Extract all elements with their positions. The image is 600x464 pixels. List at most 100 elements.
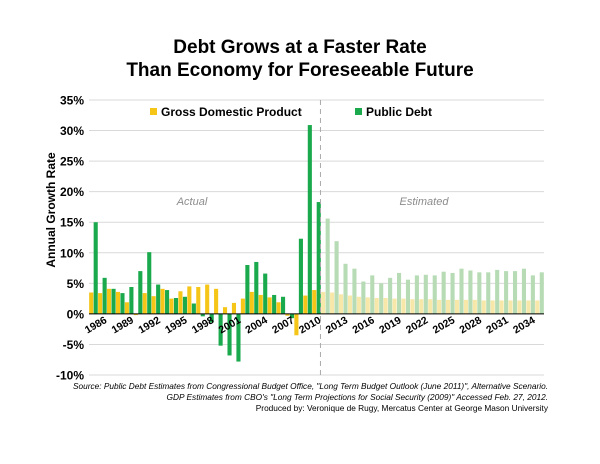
bar-public-debt (298, 238, 303, 314)
source-line-2: GDP Estimates from CBO's "Long Term Proj… (166, 392, 548, 402)
bar-public-debt (236, 313, 241, 362)
bar-public-debt (325, 218, 330, 314)
x-tick-label: 2010 (297, 314, 323, 336)
bar-gdp (196, 287, 201, 314)
bar-public-debt (307, 125, 312, 314)
bar-gdp (231, 302, 237, 314)
y-axis-label: Annual Growth Rate (44, 152, 58, 268)
y-tick-label: 35% (60, 94, 84, 108)
source-footer: Source: Public Debt Estimates from Congr… (0, 381, 548, 414)
bar-public-debt (218, 313, 223, 346)
bar-public-debt (120, 293, 125, 314)
bar-gdp (240, 298, 245, 314)
bar-public-debt (272, 294, 277, 314)
bar-gdp (383, 298, 388, 314)
legend-label-gdp: Gross Domestic Product (161, 105, 302, 119)
bar-public-debt (388, 277, 393, 314)
bar-public-debt (512, 271, 518, 314)
bar-public-debt (173, 298, 179, 314)
bars (89, 125, 544, 362)
bar-gdp (178, 291, 183, 314)
bar-gdp (98, 293, 103, 314)
bar-public-debt (156, 284, 161, 314)
bar-gdp (321, 291, 326, 314)
bar-gdp (222, 307, 228, 314)
bar-gdp (401, 298, 406, 314)
bar-public-debt (370, 275, 375, 314)
bar-gdp (454, 299, 460, 314)
bar-gdp (187, 286, 192, 314)
bar-gdp (249, 291, 254, 314)
gridlines (89, 99, 544, 376)
bar-public-debt (450, 272, 455, 314)
bar-gdp (89, 292, 94, 314)
bar-gdp (517, 300, 522, 314)
bar-gdp (374, 298, 379, 314)
bar-public-debt (405, 279, 411, 314)
bar-gdp (428, 299, 433, 314)
bar-gdp (481, 300, 486, 314)
bar-public-debt (468, 270, 473, 314)
bar-public-debt (209, 313, 214, 323)
bar-gdp (303, 295, 308, 314)
bar-gdp (214, 288, 219, 314)
bar-gdp (365, 297, 370, 314)
legend: Gross Domestic Product Public Debt (150, 105, 432, 119)
annotation-estimated: Estimated (400, 196, 450, 208)
x-tick-label: 2019 (377, 314, 403, 336)
bar-public-debt (495, 269, 500, 314)
bar-public-debt (129, 287, 134, 314)
bar-gdp (285, 313, 290, 316)
y-tick-label: 10% (60, 246, 84, 260)
bar-gdp (499, 300, 504, 314)
x-tick-label: 1995 (163, 314, 189, 336)
bar-public-debt (539, 272, 544, 314)
bar-public-debt (414, 275, 419, 314)
bar-gdp (151, 296, 156, 314)
bar-gdp (169, 298, 174, 314)
x-tick-label: 2025 (431, 314, 457, 336)
bar-gdp (115, 291, 121, 314)
bar-gdp (330, 292, 335, 314)
bar-public-debt (191, 303, 196, 314)
y-tick-label: 5% (67, 277, 85, 291)
x-tick-label: 1989 (110, 314, 136, 336)
x-tick-label: 2022 (404, 314, 430, 336)
bar-gdp (446, 299, 451, 314)
bar-public-debt (200, 313, 205, 317)
bar-gdp (267, 297, 272, 314)
y-tick-label: -5% (63, 338, 85, 352)
source-line-1: Source: Public Debt Estimates from Congr… (72, 381, 548, 391)
bar-gdp (437, 299, 442, 314)
bar-gdp (124, 302, 129, 314)
bar-gdp (133, 313, 138, 316)
y-tick-label: 25% (60, 155, 84, 169)
bar-gdp (410, 299, 415, 314)
bar-public-debt (138, 271, 143, 314)
x-tick-label: 2016 (350, 314, 376, 336)
legend-label-debt: Public Debt (366, 105, 432, 119)
chart-title: Debt Grows at a Faster Rate Than Economy… (0, 36, 600, 82)
bar-public-debt (379, 283, 384, 314)
x-tick-label: 2028 (458, 314, 484, 336)
bar-public-debt (396, 272, 402, 314)
bar-public-debt (477, 272, 482, 314)
bar-public-debt (334, 241, 339, 314)
bar-public-debt (361, 281, 366, 314)
bar-public-debt (245, 265, 250, 314)
bar-public-debt (316, 202, 321, 314)
bar-gdp (347, 295, 352, 314)
bar-public-debt (423, 274, 428, 314)
bar-public-debt (343, 263, 348, 314)
x-tick-label: 2031 (484, 314, 510, 336)
x-tick-label: 2034 (511, 314, 537, 336)
y-tick-label: 20% (60, 185, 84, 199)
bar-public-debt (263, 273, 268, 314)
bar-gdp (356, 296, 361, 314)
bar-gdp (490, 300, 495, 314)
bar-public-debt (281, 296, 286, 314)
x-axis-ticks: 1986 1989 1992 1995 1998 2001 2004 2007 2010 2013… (83, 314, 538, 336)
bar-gdp (419, 299, 424, 314)
bar-gdp (463, 299, 468, 314)
